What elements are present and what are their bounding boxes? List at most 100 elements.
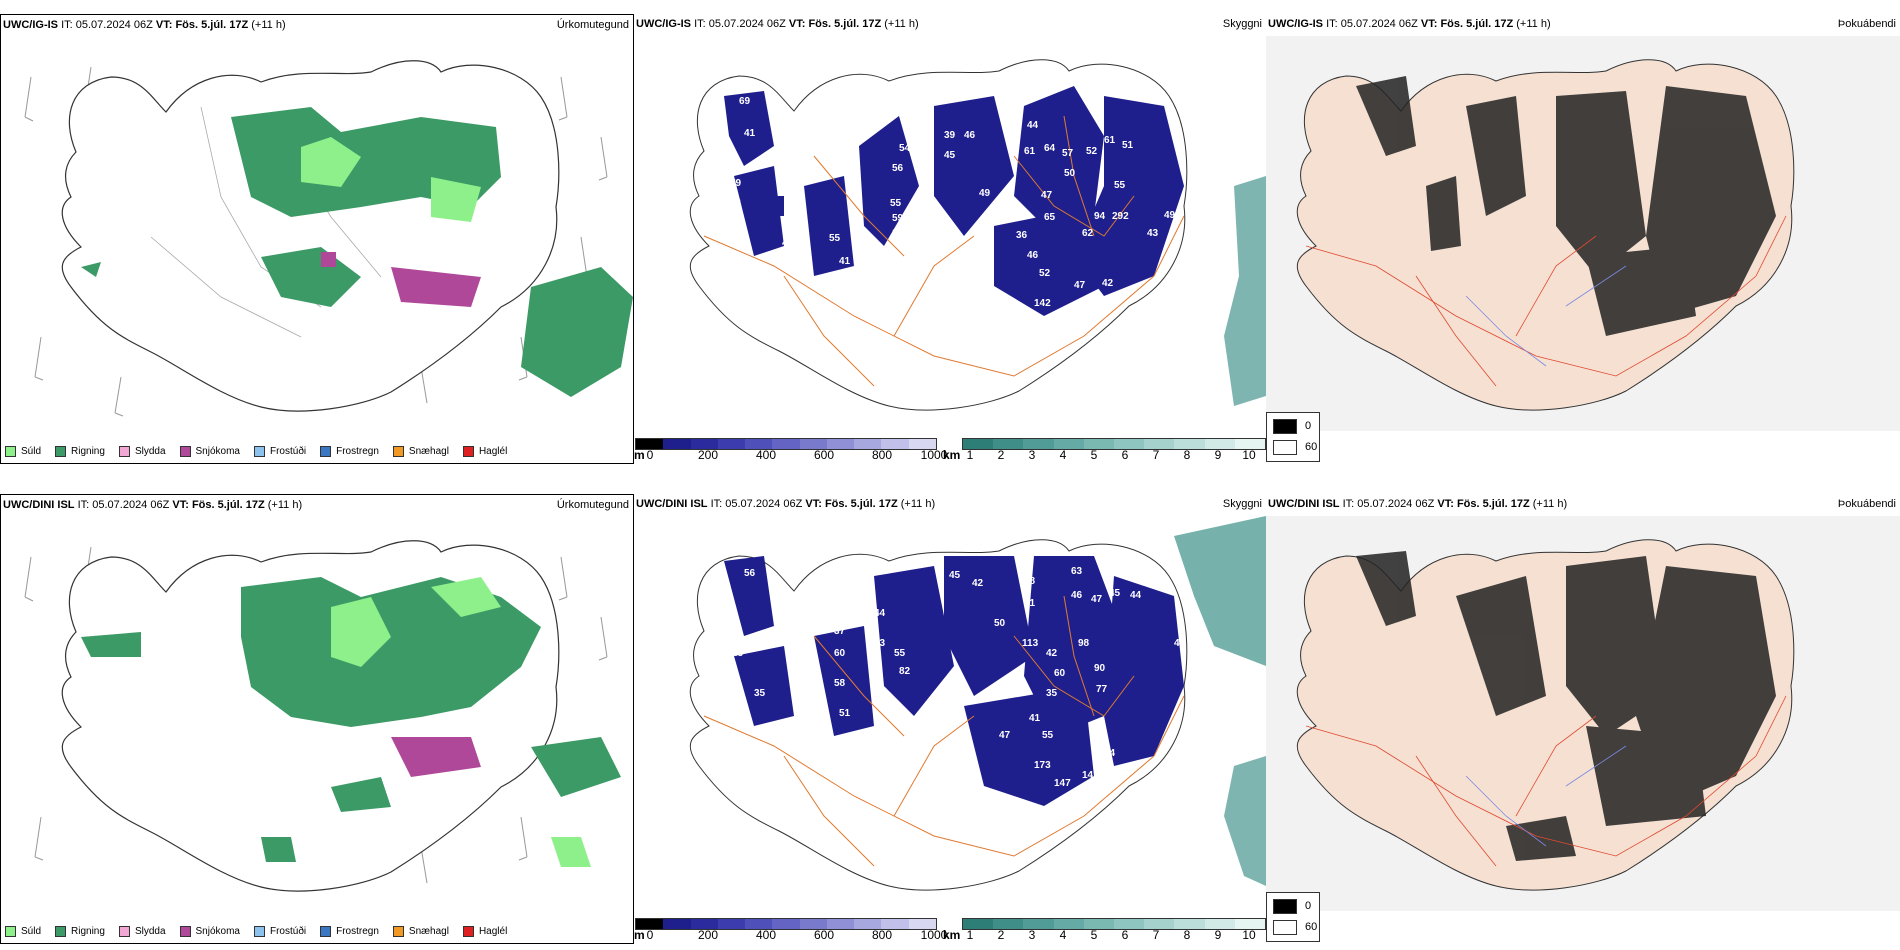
legend-label: 60: [1305, 441, 1318, 453]
map-value-label: 46: [964, 130, 976, 141]
map-value-label: 62: [1082, 228, 1094, 239]
cloudbase-unit: m: [634, 928, 645, 942]
vt-label: VT:: [155, 19, 173, 31]
legend-swatch: [118, 926, 130, 937]
tick-label: 7: [1152, 928, 1160, 942]
map-value-label: 47: [954, 253, 966, 264]
panel-header: UWC/IG-IS IT: 05.07.2024 06Z VT: Fös. 5.…: [636, 18, 1264, 32]
map-value-label: 51: [839, 708, 851, 719]
fog-map: [1266, 36, 1900, 431]
it-value: 05.07.2024 06Z: [1340, 18, 1418, 30]
panel-header: UWC/IG-IS IT: 05.07.2024 06Z VT: Fös. 5.…: [3, 19, 631, 33]
map-value-label: 59: [892, 213, 904, 224]
legend-label: Frostregn: [336, 446, 379, 457]
map-value-label: 61: [1024, 146, 1036, 157]
map-value-label: 49: [1164, 210, 1176, 221]
legend-label: Haglél: [478, 446, 508, 457]
road-network: [703, 115, 1185, 387]
map-value-label: 60: [1054, 668, 1066, 679]
vt-value: Fös. 5.júl. 17Z: [808, 18, 882, 30]
tick-label: 6: [1121, 928, 1129, 942]
map-value-label: 41: [839, 256, 851, 267]
tick-label: 200: [697, 928, 719, 942]
model-name: UWC/IG-IS: [3, 19, 58, 31]
vt-label: VT:: [805, 498, 822, 510]
it-label: IT:: [694, 18, 706, 30]
map-value-label: 141: [1082, 770, 1099, 781]
visibility-colorbar: [962, 918, 1266, 930]
legend-label: Snjókoma: [195, 446, 240, 457]
map-value-label: 147: [1054, 778, 1071, 789]
panel-title: Þokuábendi: [1837, 18, 1896, 30]
vt-label: VT:: [1420, 18, 1438, 30]
legend-swatch: [5, 446, 16, 457]
map-value-label: 45: [732, 648, 744, 659]
vt-value: Fös. 5.júl. 17Z: [824, 498, 898, 510]
legend-item: Frostúði: [253, 446, 306, 457]
map-value-label: 55: [890, 198, 902, 209]
map-value-label: 46: [1071, 590, 1083, 601]
legend-item: Haglél: [462, 446, 508, 457]
panel-title: Skyggni: [1222, 498, 1262, 510]
vt-value: Fös. 5.júl. 17Z: [1440, 18, 1514, 30]
it-label: IT:: [1342, 498, 1355, 510]
legend-label: Slydda: [134, 446, 166, 457]
map-value-label: 37: [834, 626, 846, 637]
vt-value: Fös. 5.júl. 17Z: [191, 499, 265, 511]
map-value-label: 41: [744, 128, 756, 139]
map-value-label: 47: [1074, 280, 1086, 291]
forecast-offset: (+11 h): [884, 18, 919, 30]
legend-swatch: [320, 926, 332, 937]
vt-value: Fös. 5.júl. 17Z: [1456, 498, 1530, 510]
map-value-label: 45: [949, 570, 961, 581]
legend-item: Slydda: [118, 446, 166, 457]
legend-label: Slydda: [134, 926, 166, 937]
legend-swatch: [55, 446, 67, 457]
map-value-label: 47: [999, 730, 1011, 741]
map-value-label: 77: [1096, 684, 1108, 695]
tick-label: 1000: [920, 448, 948, 462]
it-value: 05.07.2024 06Z: [708, 18, 786, 30]
precip-map: [24, 60, 633, 417]
fog-legend: 0 60: [1266, 892, 1320, 942]
legend-item: Snæhagl: [392, 446, 449, 457]
legend-label: 60: [1305, 921, 1318, 933]
fog-index-areas: [1356, 551, 1776, 861]
precip-panel-bottom: UWC/DINI ISL IT: 05.07.2024 06Z VT: Fös.…: [0, 494, 634, 944]
cloud-map: 69 41 79 56 40 15 55 41 73 54 56 55 59 6…: [689, 59, 1266, 411]
visibility-unit: km: [943, 928, 961, 942]
rivers: [1465, 265, 1627, 367]
map-value-label: 65: [1044, 212, 1056, 223]
tick-label: 200: [697, 448, 719, 462]
map-value-label: 55: [829, 233, 841, 244]
panel-header: UWC/DINI ISL IT: 05.07.2024 06Z VT: Fös.…: [1268, 498, 1898, 512]
legend-label: Frostregn: [336, 926, 379, 937]
map-value-label: 55: [894, 648, 906, 659]
visibility-unit: km: [943, 448, 961, 462]
tick-label: 0: [646, 928, 654, 942]
model-name: UWC/DINI ISL: [3, 499, 75, 511]
vt-label: VT:: [172, 499, 189, 511]
map-value-label: 51: [1122, 140, 1134, 151]
panel-header: UWC/DINI ISL IT: 05.07.2024 06Z VT: Fös.…: [636, 498, 1264, 512]
tick-label: 4: [1059, 448, 1067, 462]
tick-label: 800: [871, 928, 893, 942]
it-label: IT:: [61, 19, 73, 31]
map-value-label: 60: [834, 648, 846, 659]
map-value-label: 45: [944, 150, 956, 161]
map-value-label: 40: [794, 630, 806, 641]
road-network: [1305, 215, 1787, 387]
legend-label: Rigning: [71, 926, 105, 937]
it-label: IT:: [77, 499, 90, 511]
legend-label: Snæhagl: [408, 926, 449, 937]
legend-swatch: [55, 926, 67, 937]
it-value: 05.07.2024 06Z: [92, 499, 170, 511]
legend-swatch: [392, 446, 404, 457]
map-value-label: 292: [1112, 211, 1129, 222]
legend-label: 0: [1305, 420, 1312, 432]
map-value-label: 142: [1034, 298, 1051, 309]
tick-label: 6: [1121, 448, 1129, 462]
map-value-label: 56: [892, 163, 904, 174]
fog-map: [1266, 516, 1900, 911]
map-value-label: 43: [874, 638, 886, 649]
